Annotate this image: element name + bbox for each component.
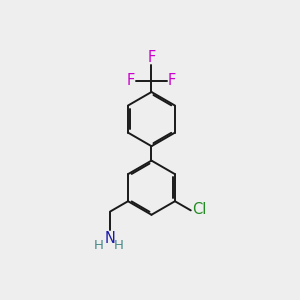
Text: Cl: Cl bbox=[193, 202, 207, 217]
Text: F: F bbox=[147, 50, 156, 64]
Text: N: N bbox=[105, 231, 116, 246]
Text: F: F bbox=[127, 73, 135, 88]
Text: F: F bbox=[168, 73, 176, 88]
Text: H: H bbox=[113, 239, 123, 252]
Text: H: H bbox=[94, 239, 104, 252]
